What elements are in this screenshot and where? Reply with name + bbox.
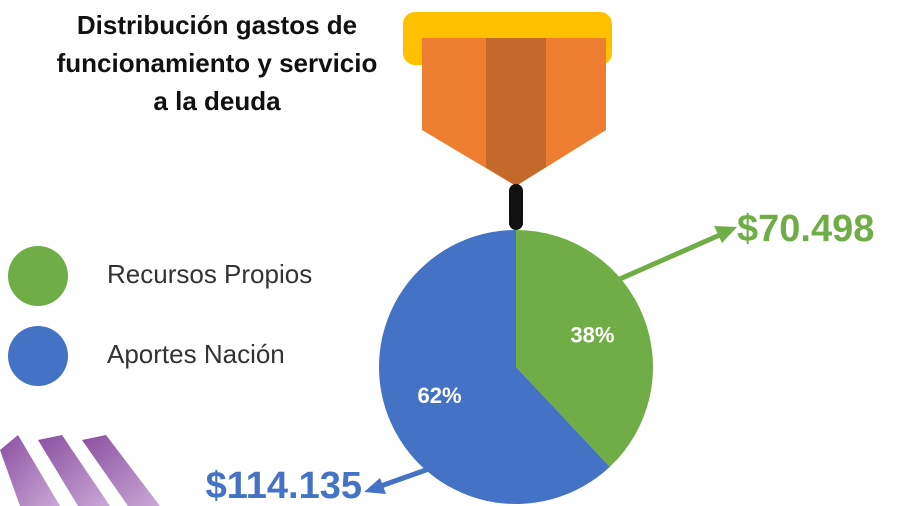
legend-swatch xyxy=(8,246,68,306)
amount-label: $70.498 xyxy=(737,208,874,250)
arrow-blue xyxy=(377,462,441,490)
decor-stripes xyxy=(0,435,160,506)
arrowhead-blue xyxy=(364,478,386,494)
amount-label: $114.135 xyxy=(206,465,362,506)
medal-ribbon xyxy=(403,12,612,230)
chart-title: Distribución gastos de funcionamiento y … xyxy=(56,10,378,116)
slice-label: 62% xyxy=(418,383,462,408)
arrowhead-green xyxy=(714,226,737,243)
pie xyxy=(379,230,654,504)
slice-label: 38% xyxy=(570,323,614,348)
legend-label: Recursos Propios xyxy=(107,259,312,289)
pie-slice xyxy=(379,230,610,504)
legend-swatch xyxy=(8,326,68,386)
arrow-green xyxy=(586,231,724,296)
pie-slice xyxy=(516,230,654,467)
legend-label: Aportes Nación xyxy=(107,339,285,369)
